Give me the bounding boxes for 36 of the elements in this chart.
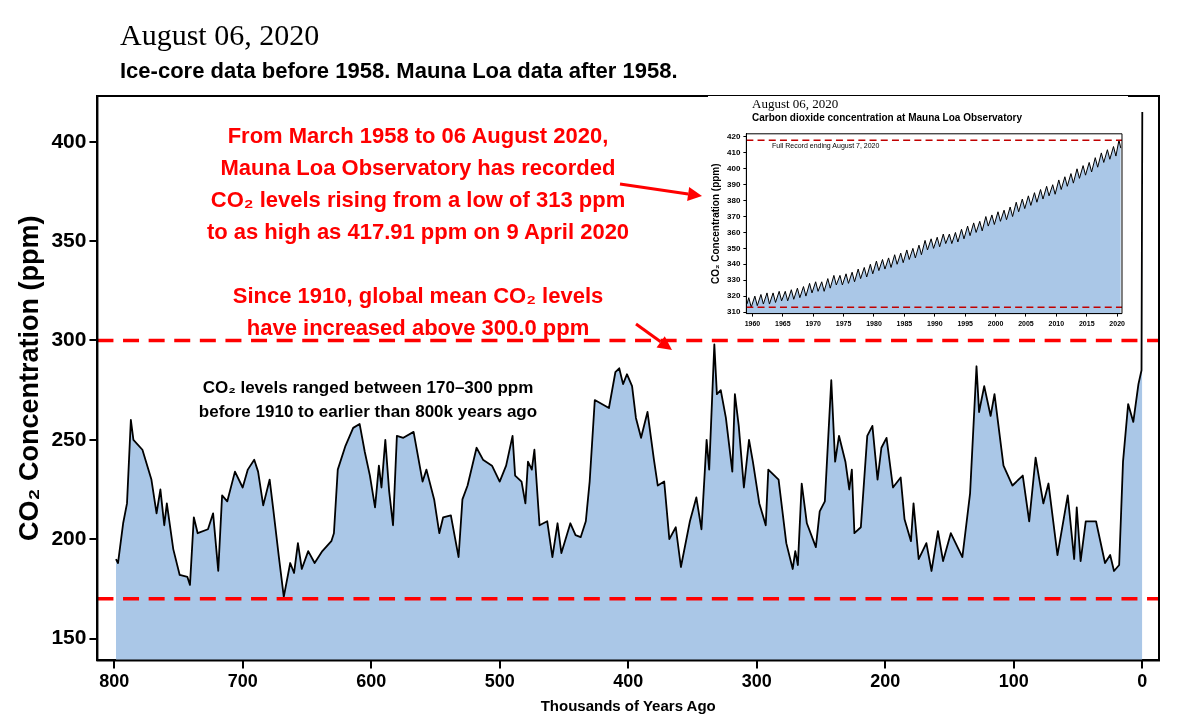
annotation: From March 1958 to 06 August 2020, Mauna Loa Observatory has recorded CO₂ levels rising from a low of 313 ppm to as high as 417.91 ppm on 9 April 2020 xyxy=(205,122,631,246)
x-tick-label: 400 xyxy=(613,671,644,692)
x-axis-title: Thousands of Years Ago xyxy=(540,697,716,715)
y-axis-title: CO₂ Concentration (ppm) xyxy=(709,163,721,284)
y-tick-label: 380 xyxy=(726,195,741,205)
y-tick-label: 250 xyxy=(51,426,87,450)
x-tick-label: 600 xyxy=(356,671,387,692)
chart-title: August 06, 2020 xyxy=(752,96,839,112)
y-tick-label: 350 xyxy=(726,243,741,253)
y-axis-title: CO₂ Concentration (ppm) xyxy=(13,215,44,541)
y-tick-label: 200 xyxy=(51,525,87,549)
x-tick-label: 300 xyxy=(741,671,772,692)
x-tick-label: 800 xyxy=(99,671,130,692)
y-tick-label: 150 xyxy=(51,625,87,649)
annotation: CO₂ levels ranged between 170–300 ppm before 1910 to earlier than 800k years ago xyxy=(197,377,539,423)
y-tick-label: 350 xyxy=(51,227,87,251)
y-tick-label: 360 xyxy=(726,227,741,237)
y-tick-label: 400 xyxy=(51,128,87,152)
y-tick-label: 330 xyxy=(726,275,741,285)
x-tick-label: 200 xyxy=(870,671,901,692)
y-tick-label: 400 xyxy=(726,164,741,174)
x-tick-label: 700 xyxy=(227,671,258,692)
y-tick-label: 420 xyxy=(726,132,741,142)
y-tick-label: 370 xyxy=(726,211,741,221)
y-tick-label: 340 xyxy=(726,259,741,269)
chart-subtitle: Ice-core data before 1958. Mauna Loa data after 1958. xyxy=(120,58,678,84)
y-tick-label: 320 xyxy=(726,291,741,301)
annotation: Since 1910, global mean CO₂ levels have increased above 300.0 ppm xyxy=(231,282,605,342)
y-tick-label: 410 xyxy=(726,148,741,158)
x-tick-label: 500 xyxy=(484,671,515,692)
x-tick-label: 0 xyxy=(1137,671,1148,692)
chart-subtitle: Carbon dioxide concentration at Mauna Loa Observatory xyxy=(752,112,1023,123)
x-tick-label: 100 xyxy=(998,671,1029,692)
y-tick-label: 310 xyxy=(726,307,741,317)
chart-title: August 06, 2020 xyxy=(120,18,320,52)
y-tick-label: 390 xyxy=(726,179,741,189)
